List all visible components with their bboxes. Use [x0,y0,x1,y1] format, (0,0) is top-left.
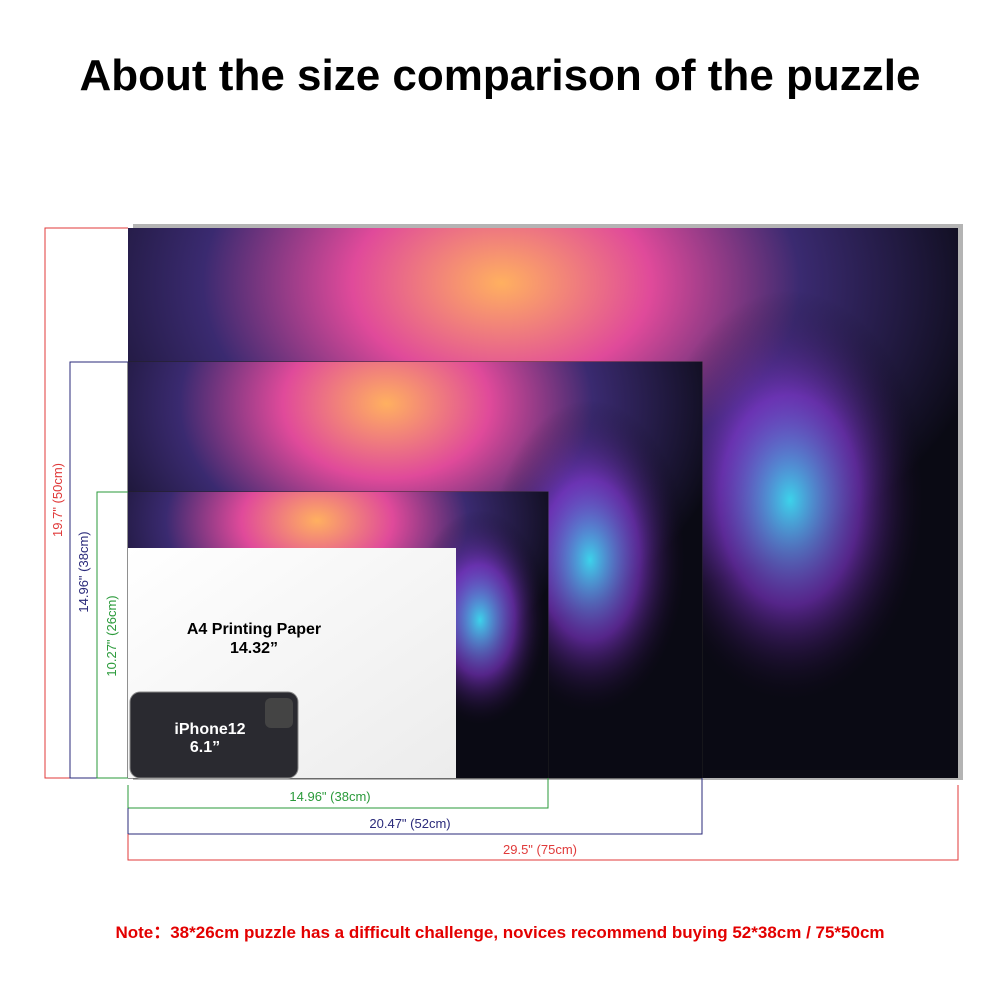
phone-label: iPhone12 [174,721,245,738]
dim-label: 19.7" (50cm) [50,463,65,537]
dim-line [127,785,959,861]
phone-camera [265,698,293,728]
dim-label: 14.96" (38cm) [289,789,370,804]
puzzle-art [650,290,930,710]
dim-label: 10.27" (26cm) [104,595,119,676]
paper-size: 14.32” [230,640,278,657]
dim-label: 14.96" (38cm) [76,531,91,612]
paper-label: A4 Printing Paper [187,621,321,638]
dimension-lines [44,227,959,861]
dim-line [96,491,128,779]
dim-label: 29.5" (75cm) [503,842,577,857]
phone-size: 6.1” [190,739,220,756]
dim-line [127,778,549,809]
note: Note：38*26cm puzzle has a difficult chal… [115,923,884,942]
dim-line [127,778,703,835]
dim-label: 20.47" (52cm) [369,816,450,831]
phone [129,691,299,779]
title: About the size comparison of the puzzle [80,51,921,100]
